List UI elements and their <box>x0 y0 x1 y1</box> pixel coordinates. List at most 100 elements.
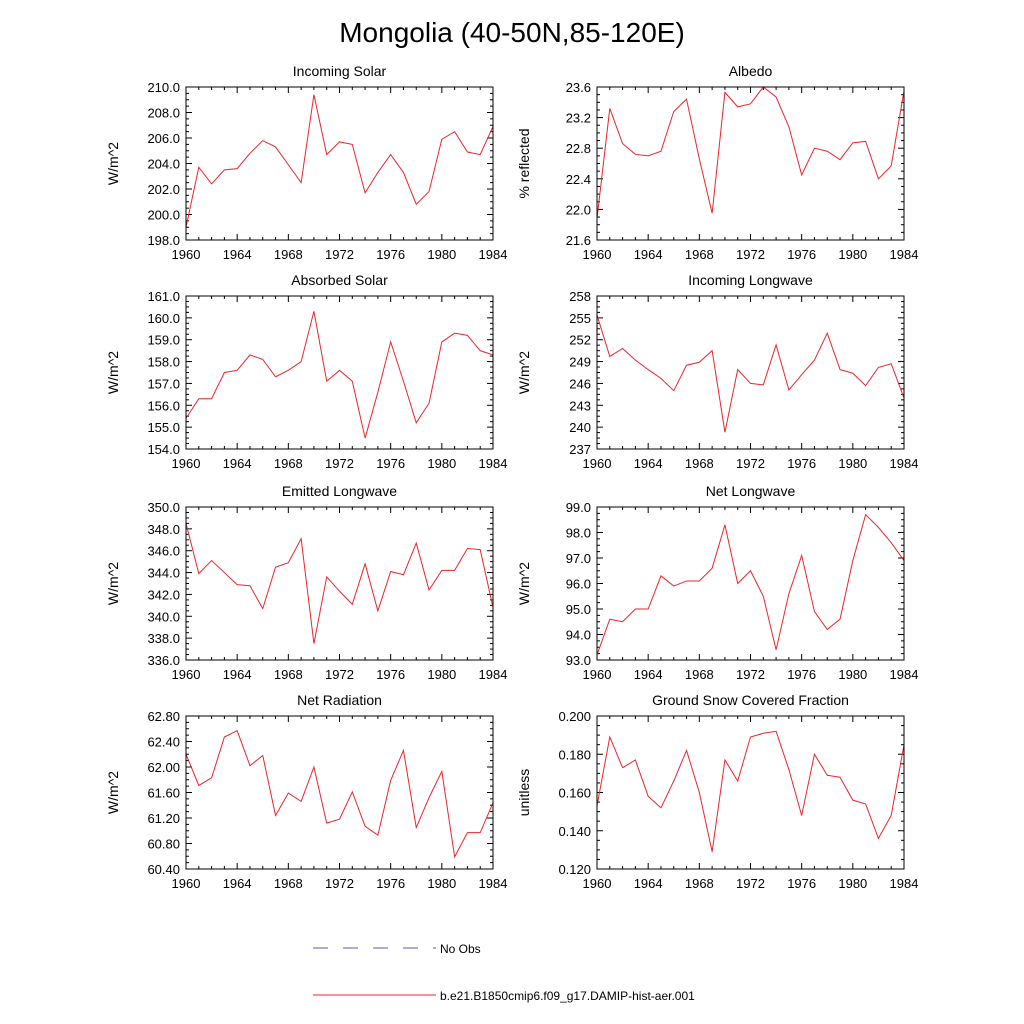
y-tick-label: 348.0 <box>147 522 180 537</box>
x-tick-label: 1984 <box>890 876 919 891</box>
panel-title: Albedo <box>729 63 773 79</box>
y-tick-label: 62.00 <box>147 760 180 775</box>
panel-title: Incoming Solar <box>293 63 387 79</box>
y-tick-label: 159.0 <box>147 333 180 348</box>
y-tick-label: 346.0 <box>147 544 180 559</box>
panel: Incoming Longwave W/m^2 1960 1964 1968 1972 19… <box>516 272 918 471</box>
panel: Albedo % reflected 1960 1964 1968 1972 1976 198… <box>516 63 918 262</box>
legend-entry-model-run: b.e21.B1850cmip6.f09_g17.DAMIP-hist-aer.… <box>313 989 695 1003</box>
x-tick-label: 1976 <box>787 247 816 262</box>
y-tick-label: 62.40 <box>147 735 180 750</box>
panels: Incoming Solar W/m^2 1960 1964 1968 1972 1976 1… <box>105 63 918 891</box>
panel: Ground Snow Covered Fraction unitless 1960… <box>516 692 918 891</box>
y-tick-label: 98.0 <box>566 526 591 541</box>
x-tick-label: 1984 <box>479 247 508 262</box>
y-tick-label: 62.80 <box>147 709 180 724</box>
series-line <box>185 94 494 228</box>
x-tick-label: 1968 <box>274 667 303 682</box>
x-tick-label: 1980 <box>838 247 867 262</box>
series-line <box>185 311 494 439</box>
y-tick-label: 206.0 <box>147 131 180 146</box>
x-tick-label: 1984 <box>890 456 919 471</box>
series-line <box>185 523 494 644</box>
y-tick-label: 61.20 <box>147 811 180 826</box>
x-tick-label: 1984 <box>890 667 919 682</box>
plot-frame <box>185 506 494 661</box>
y-tick-label: 156.0 <box>147 398 180 413</box>
y-tick-label: 350.0 <box>147 500 180 515</box>
panel-title: Emitted Longwave <box>282 483 397 499</box>
y-tick-label: 342.0 <box>147 587 180 602</box>
x-tick-label: 1964 <box>634 876 663 891</box>
plot-frame <box>596 506 905 661</box>
x-tick-label: 1984 <box>479 456 508 471</box>
y-tick-label: 344.0 <box>147 566 180 581</box>
x-tick-label: 1960 <box>172 247 201 262</box>
ticks <box>596 295 905 450</box>
x-tick-label: 1960 <box>583 247 612 262</box>
y-tick-label: 0.180 <box>558 747 591 762</box>
y-tick-label: 198.0 <box>147 233 180 248</box>
y-tick-label: 0.120 <box>558 862 591 877</box>
y-tick-label: 60.80 <box>147 837 180 852</box>
x-tick-label: 1972 <box>325 247 354 262</box>
y-tick-label: 0.200 <box>558 709 591 724</box>
panel-title: Net Radiation <box>297 692 382 708</box>
panel-title: Ground Snow Covered Fraction <box>652 692 849 708</box>
y-tick-label: 22.0 <box>566 202 591 217</box>
y-tick-label: 161.0 <box>147 289 180 304</box>
y-tick-label: 240 <box>569 420 591 435</box>
plot-frame <box>596 295 905 450</box>
y-tick-label: 23.2 <box>566 111 591 126</box>
y-tick-label: 155.0 <box>147 420 180 435</box>
x-tick-label: 1976 <box>787 667 816 682</box>
y-tick-label: 208.0 <box>147 106 180 121</box>
x-tick-label: 1976 <box>376 247 405 262</box>
x-tick-label: 1984 <box>890 247 919 262</box>
x-tick-label: 1976 <box>787 876 816 891</box>
y-tick-label: 154.0 <box>147 442 180 457</box>
x-tick-label: 1960 <box>172 456 201 471</box>
x-tick-label: 1968 <box>274 876 303 891</box>
panel: Absorbed Solar W/m^2 1960 1964 1968 1972 1976 1… <box>105 272 507 471</box>
x-tick-label: 1972 <box>325 667 354 682</box>
x-tick-label: 1972 <box>325 456 354 471</box>
y-axis-label: unitless <box>516 769 532 816</box>
y-tick-label: 23.6 <box>566 80 591 95</box>
y-tick-label: 99.0 <box>566 500 591 515</box>
x-tick-label: 1980 <box>838 667 867 682</box>
ticks <box>185 715 494 870</box>
plot-frame <box>596 715 905 870</box>
x-tick-label: 1980 <box>838 876 867 891</box>
x-tick-label: 1968 <box>685 876 714 891</box>
y-tick-label: 61.60 <box>147 786 180 801</box>
x-tick-label: 1968 <box>274 456 303 471</box>
x-tick-label: 1980 <box>838 456 867 471</box>
y-tick-label: 22.4 <box>566 172 591 187</box>
panel: Incoming Solar W/m^2 1960 1964 1968 1972 1976 1… <box>105 63 507 262</box>
x-tick-label: 1964 <box>634 456 663 471</box>
y-axis-label: W/m^2 <box>516 351 532 394</box>
y-tick-label: 210.0 <box>147 80 180 95</box>
y-tick-label: 200.0 <box>147 208 180 223</box>
legend: No Obs b.e21.B1850cmip6.f09_g17.DAMIP-hi… <box>313 942 695 1003</box>
y-tick-label: 204.0 <box>147 157 180 172</box>
x-tick-label: 1980 <box>427 876 456 891</box>
y-tick-label: 94.0 <box>566 628 591 643</box>
y-axis-label: W/m^2 <box>105 142 121 185</box>
ticks <box>596 86 905 241</box>
legend-label: No Obs <box>440 942 481 956</box>
x-tick-label: 1980 <box>427 667 456 682</box>
x-tick-label: 1976 <box>787 456 816 471</box>
plot-frame <box>185 86 494 241</box>
y-tick-label: 60.40 <box>147 862 180 877</box>
plot-frame <box>185 295 494 450</box>
x-tick-label: 1976 <box>376 667 405 682</box>
x-tick-label: 1960 <box>172 876 201 891</box>
panel: Emitted Longwave W/m^2 1960 1964 1968 1972 197… <box>105 483 507 682</box>
panel-title: Net Longwave <box>706 483 796 499</box>
y-tick-label: 95.0 <box>566 602 591 617</box>
x-tick-label: 1964 <box>223 667 252 682</box>
x-tick-label: 1972 <box>736 667 765 682</box>
